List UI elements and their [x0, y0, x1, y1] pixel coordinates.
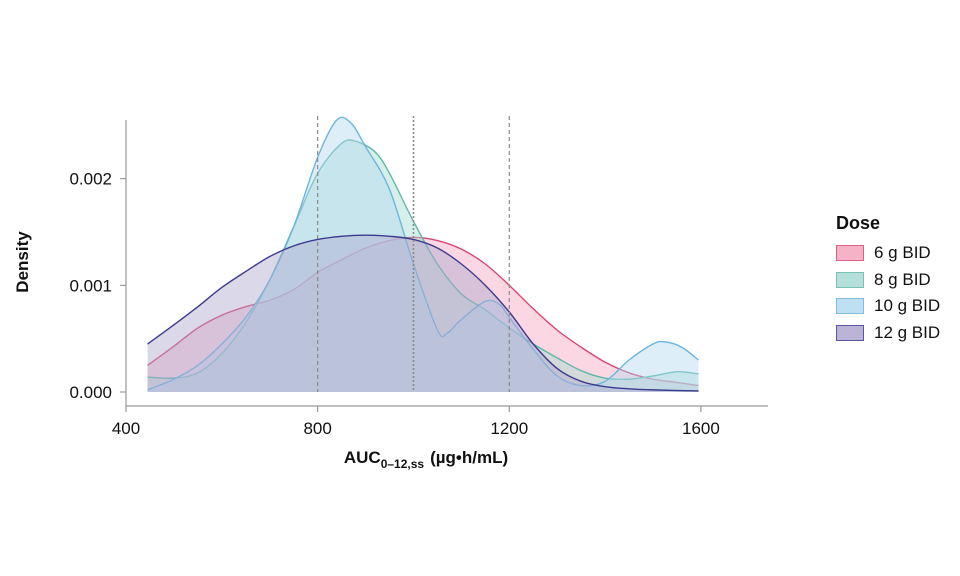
legend-item: 6 g BID	[836, 240, 940, 267]
y-tick-label: 0.001	[69, 276, 112, 295]
legend-label: 6 g BID	[874, 243, 931, 263]
legend-swatch	[836, 271, 864, 288]
density-line-12-g-bid	[147, 234, 699, 392]
tick-labels: 400 800 1200 1600 0.000 0.001 0.002	[69, 170, 719, 438]
x-axis-title-unit: (µg•h/mL)	[430, 448, 508, 467]
x-tick-label: 400	[112, 419, 140, 438]
x-axis-title: AUC0–12,ss (µg•h/mL)	[344, 448, 508, 471]
y-axis-title: Density	[13, 231, 32, 293]
y-tick-label: 0.000	[69, 383, 112, 402]
density-areas	[147, 116, 699, 392]
legend-item: 12 g BID	[836, 320, 940, 347]
x-tick-label: 1600	[682, 419, 720, 438]
legend-swatch	[836, 298, 864, 315]
density-area-6-g-bid	[147, 237, 699, 392]
legend-item: 10 g BID	[836, 293, 940, 320]
density-area-12-g-bid	[147, 235, 699, 392]
legend-label: 10 g BID	[874, 296, 941, 316]
legend-title: Dose	[836, 213, 881, 233]
legend: Dose 6 g BID 8 g BID 10 g BID 12 g BID	[836, 213, 940, 346]
density-line-6-g-bid	[147, 236, 699, 387]
y-tick-label: 0.002	[69, 170, 112, 189]
density-area-10-g-bid	[147, 117, 699, 392]
density-area-8-g-bid	[147, 139, 699, 392]
x-axis-title-subscript: 0–12,ss	[381, 457, 425, 471]
legend-items: 6 g BID 8 g BID 10 g BID 12 g BID	[836, 240, 940, 346]
x-axis-title-main: AUC	[344, 448, 381, 467]
axes	[120, 120, 768, 412]
legend-item: 8 g BID	[836, 267, 940, 294]
legend-swatch	[836, 245, 864, 262]
legend-swatch	[836, 324, 864, 341]
x-tick-label: 1200	[490, 419, 528, 438]
legend-label: 8 g BID	[874, 269, 931, 289]
legend-label: 12 g BID	[874, 322, 941, 342]
reference-lines	[317, 116, 510, 392]
x-tick-label: 800	[303, 419, 331, 438]
density-line-10-g-bid	[147, 116, 699, 391]
